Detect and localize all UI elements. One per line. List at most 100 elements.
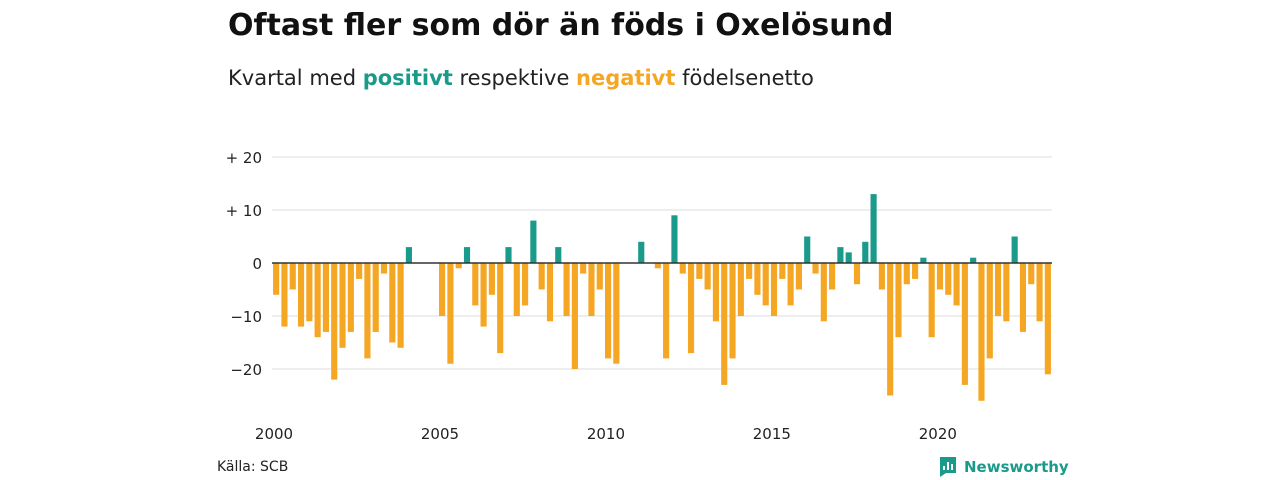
y-tick-label: + 20: [226, 149, 262, 167]
bar: [538, 263, 545, 290]
chart-subtitle: Kvartal med positivt respektive negativt…: [228, 66, 814, 90]
x-tick-label: 2000: [255, 425, 293, 443]
bar: [687, 263, 695, 354]
bar: [845, 252, 852, 263]
bar: [663, 263, 670, 359]
bar: [795, 263, 802, 290]
bar: [389, 263, 396, 343]
bar: [522, 263, 529, 306]
newsworthy-icon: [940, 457, 956, 477]
bar: [571, 263, 578, 369]
bar: [546, 263, 554, 322]
subtitle-suffix: födelsenetto: [675, 66, 814, 90]
bar: [347, 263, 354, 332]
bar: [978, 263, 985, 401]
bar: [878, 263, 885, 290]
bar: [912, 263, 919, 279]
bar: [729, 263, 736, 359]
bar: [1036, 263, 1043, 322]
y-tick-label: −20: [230, 361, 262, 379]
y-tick-label: 0: [252, 255, 262, 273]
subtitle-prefix: Kvartal med: [228, 66, 363, 90]
bar: [986, 263, 993, 359]
bar: [397, 263, 404, 348]
bar: [1044, 263, 1051, 375]
bar: [654, 263, 661, 269]
bar: [1028, 263, 1035, 285]
bar: [1011, 236, 1018, 263]
bar: [281, 263, 288, 327]
y-tick-label: + 10: [226, 202, 262, 220]
brand-logo: Newsworthy: [938, 456, 1069, 478]
subtitle-negative: negativt: [576, 66, 676, 90]
bar: [530, 220, 537, 263]
bar: [405, 247, 412, 263]
bar: [339, 263, 346, 348]
bar: [439, 263, 446, 316]
bar: [455, 263, 462, 269]
bar: [762, 263, 769, 306]
bar: [555, 247, 562, 263]
bar: [588, 263, 595, 316]
bar: [754, 263, 761, 295]
bar: [953, 263, 960, 306]
bar: [364, 263, 371, 359]
bar: [936, 263, 944, 290]
bar: [787, 263, 794, 306]
bar: [480, 263, 487, 327]
bar: [994, 263, 1002, 316]
bar: [638, 241, 645, 263]
bar: [945, 263, 952, 295]
bar: [380, 263, 388, 274]
bar: [853, 263, 861, 285]
bar: [297, 263, 305, 327]
bar: [712, 263, 720, 322]
subtitle-positive: positivt: [362, 66, 453, 90]
bar: [563, 263, 570, 316]
bar: [895, 263, 902, 338]
bar: [447, 263, 454, 364]
bar: [273, 263, 280, 295]
bar: [746, 263, 753, 279]
bar: [870, 194, 877, 263]
bar: [289, 263, 296, 290]
bar: [314, 263, 321, 338]
bar: [505, 247, 512, 263]
chart-title: Oftast fler som dör än föds i Oxelösund: [228, 8, 894, 43]
bar: [961, 263, 968, 385]
bar: [604, 263, 612, 359]
bar: [696, 263, 703, 279]
x-tick-label: 2010: [587, 425, 625, 443]
bar: [862, 241, 869, 263]
x-tick-label: 2020: [919, 425, 957, 443]
bar: [1003, 263, 1010, 322]
bar: [770, 263, 778, 316]
bar: [820, 263, 827, 322]
bar: [837, 247, 844, 263]
bar: [463, 247, 471, 263]
bar: [306, 263, 313, 322]
bar: [737, 263, 744, 316]
brand-name: Newsworthy: [964, 458, 1069, 476]
x-tick-label: 2015: [753, 425, 791, 443]
bar: [497, 263, 504, 354]
bar: [721, 263, 728, 385]
bar: [970, 257, 977, 263]
bar: [829, 263, 836, 290]
bar: [372, 263, 379, 332]
bar: [679, 263, 686, 274]
bar: [613, 263, 620, 364]
bar: [1019, 263, 1027, 332]
bar: [928, 263, 935, 338]
bar: [580, 263, 587, 274]
x-tick-label: 2005: [421, 425, 459, 443]
bar: [671, 215, 678, 263]
bar: [704, 263, 711, 290]
bar: [513, 263, 520, 316]
source-label: Källa: SCB: [217, 459, 289, 475]
bar: [903, 263, 910, 285]
bar: [804, 236, 811, 263]
bar: [779, 263, 786, 279]
bar: [322, 263, 330, 332]
